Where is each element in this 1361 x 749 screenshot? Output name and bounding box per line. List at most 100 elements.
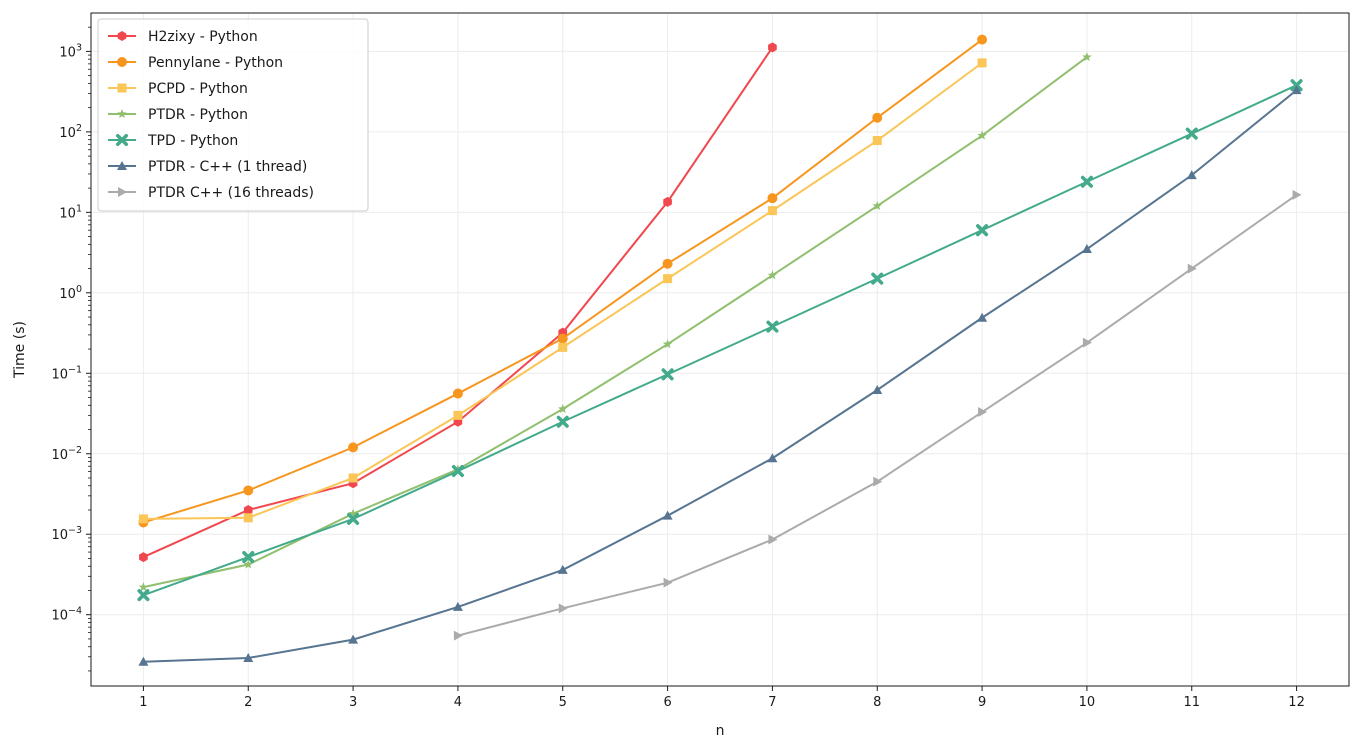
data-point (243, 505, 253, 515)
legend-item: PCPD - Python (108, 81, 248, 97)
series-line (143, 84, 1297, 597)
y-tick-exponent: −3 (68, 525, 82, 536)
x-tick-label: 10 (1079, 695, 1096, 710)
y-tick-base: 10 (59, 287, 76, 302)
data-point (557, 333, 568, 344)
series-line (143, 56, 1088, 589)
data-point (115, 133, 129, 147)
data-point (766, 320, 779, 333)
data-point (243, 485, 254, 496)
data-point (976, 224, 989, 237)
y-tick-base: 10 (59, 45, 76, 60)
legend-label: PTDR C++ (16 threads) (148, 185, 314, 201)
data-point (977, 58, 987, 68)
y-tick-base: 10 (51, 528, 68, 543)
data-point (117, 109, 127, 119)
legend-item: PTDR C++ (16 threads) (108, 185, 314, 201)
data-point (243, 652, 254, 662)
y-tick-exponent: 2 (76, 123, 82, 134)
legend-label: Pennylane - Python (148, 55, 283, 71)
x-tick-label: 5 (559, 695, 567, 710)
data-point (137, 589, 150, 602)
y-tick-base: 10 (51, 367, 68, 382)
data-point (1081, 244, 1092, 254)
legend-label: TPD - Python (147, 133, 238, 149)
data-point (139, 552, 148, 563)
data-point (453, 630, 463, 641)
y-tick-label: 100 (59, 284, 82, 302)
data-point (138, 582, 149, 592)
data-point (767, 206, 777, 216)
y-tick-exponent: 3 (76, 42, 82, 53)
y-tick-label: 10−2 (51, 445, 82, 463)
x-tick-label: 2 (244, 695, 252, 710)
data-point (1082, 52, 1092, 62)
data-point (873, 476, 883, 487)
data-point (1185, 127, 1198, 140)
x-tick-label: 6 (663, 695, 671, 710)
legend-item: PTDR - C++ (1 thread) (108, 159, 307, 175)
data-point (348, 634, 359, 644)
data-point (767, 270, 778, 280)
legend: H2zixy - Python Pennylane - Python PCPD - … (97, 18, 369, 212)
data-point (1082, 337, 1092, 348)
data-point (243, 559, 254, 569)
legend-label: H2zixy - Python (148, 29, 258, 45)
data-point (663, 196, 672, 207)
data-point (117, 31, 127, 41)
data-point (663, 577, 673, 588)
y-tick-label: 10−1 (51, 364, 82, 382)
data-point (557, 403, 568, 414)
x-tick-label: 8 (873, 695, 881, 710)
data-point (977, 130, 987, 140)
y-tick-base: 10 (59, 206, 76, 221)
y-tick-base: 10 (59, 126, 76, 141)
data-point (556, 415, 569, 428)
data-point (872, 112, 883, 123)
data-point (663, 274, 673, 284)
y-tick-label: 102 (59, 123, 82, 141)
x-tick-label: 3 (349, 695, 357, 710)
series-1 (139, 42, 777, 563)
legend-item: TPD - Python (108, 133, 238, 149)
y-axis-label: Time (s) (12, 321, 28, 379)
data-point (768, 42, 777, 53)
data-point (452, 388, 463, 399)
data-point (662, 339, 673, 349)
data-point (1187, 263, 1197, 274)
x-tick-label: 1 (139, 695, 147, 710)
legend-label: PTDR - C++ (1 thread) (148, 159, 307, 175)
x-tick-label: 4 (454, 695, 462, 710)
data-point (977, 312, 988, 322)
legend-item: H2zixy - Python (108, 29, 258, 45)
data-point (661, 368, 674, 381)
data-point (1292, 189, 1302, 200)
y-tick-exponent: −4 (68, 606, 82, 617)
data-point (558, 342, 568, 352)
x-tick-label: 11 (1183, 695, 1200, 710)
x-tick-label: 7 (768, 695, 776, 710)
data-point (767, 453, 778, 463)
data-point (558, 603, 568, 614)
legend-item: PTDR - Python (108, 107, 248, 123)
data-point (452, 601, 463, 611)
y-tick-base: 10 (51, 448, 68, 463)
data-point (348, 442, 359, 453)
y-tick-base: 10 (51, 609, 68, 624)
legend-box (97, 18, 369, 212)
data-point (1186, 170, 1197, 180)
data-point (347, 512, 360, 525)
x-tick-label: 12 (1288, 695, 1305, 710)
data-point (138, 656, 149, 666)
data-point (872, 136, 882, 146)
data-point (1291, 85, 1302, 95)
series-2 (138, 34, 988, 528)
legend-label: PCPD - Python (148, 81, 248, 97)
y-tick-label: 103 (59, 42, 82, 60)
data-point (872, 200, 883, 211)
data-point (348, 473, 358, 483)
data-point (977, 34, 988, 45)
y-tick-exponent: 0 (76, 284, 82, 295)
data-point (1080, 175, 1093, 188)
y-tick-exponent: 1 (76, 203, 82, 214)
